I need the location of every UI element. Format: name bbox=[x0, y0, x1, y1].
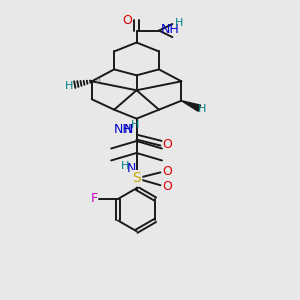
Text: S: S bbox=[132, 171, 141, 185]
Text: F: F bbox=[91, 193, 98, 206]
Text: O: O bbox=[162, 138, 172, 151]
Text: N: N bbox=[124, 123, 133, 136]
Text: H: H bbox=[121, 161, 129, 171]
Text: O: O bbox=[162, 180, 172, 193]
Text: H: H bbox=[175, 18, 184, 28]
Text: O: O bbox=[123, 14, 133, 27]
Text: S: S bbox=[133, 172, 141, 185]
Text: H: H bbox=[198, 104, 207, 114]
Text: H: H bbox=[131, 120, 139, 130]
Text: NH: NH bbox=[113, 123, 132, 136]
Polygon shape bbox=[182, 101, 200, 111]
Text: O: O bbox=[162, 165, 172, 178]
Text: NH: NH bbox=[160, 23, 179, 36]
Text: N: N bbox=[127, 162, 136, 175]
Text: H: H bbox=[64, 81, 73, 91]
Text: n: n bbox=[95, 76, 100, 85]
